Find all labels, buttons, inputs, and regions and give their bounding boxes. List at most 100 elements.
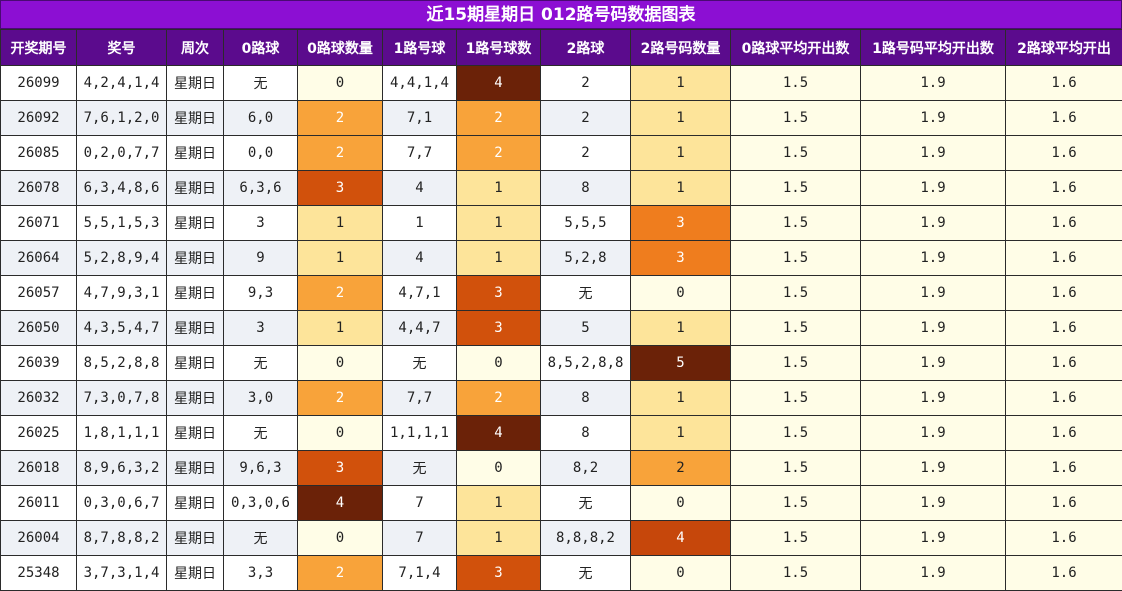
number-cell: 5,2,8,9,4	[76, 240, 167, 276]
table-row: 26078 6,3,4,8,6 星期日 6,3,6 3 4 1 8 1 1.5 1.9 1.6	[0, 170, 1122, 206]
route0-avg-cell: 1.5	[730, 310, 861, 346]
route1-count-cell: 2	[456, 135, 541, 171]
number-cell: 4,2,4,1,4	[76, 65, 167, 101]
column-header: 0路球	[223, 29, 298, 66]
route2-count-cell: 1	[630, 415, 731, 451]
issue-cell: 26050	[0, 310, 77, 346]
route2-cell: 5	[540, 310, 631, 346]
route2-avg-cell: 1.6	[1005, 520, 1122, 556]
route0-avg-cell: 1.5	[730, 170, 861, 206]
number-cell: 7,3,0,7,8	[76, 380, 167, 416]
issue-cell: 26099	[0, 65, 77, 101]
route0-cell: 无	[223, 345, 298, 381]
route2-count-cell: 3	[630, 205, 731, 241]
route0-avg-cell: 1.5	[730, 450, 861, 486]
route1-count-cell: 1	[456, 520, 541, 556]
table-row: 26004 8,7,8,8,2 星期日无 0 7 1 8,8,8,2 4 1.5 1.9 1.6	[0, 520, 1122, 556]
table-row: 26011 0,3,0,6,7 星期日 0,3,0,6 4 7 1 无 0 1.5 1.9 1.6	[0, 485, 1122, 521]
route2-avg-cell: 1.6	[1005, 240, 1122, 276]
table-row: 26092 7,6,1,2,0 星期日 6,0 2 7,1 2 2 1 1.5 1.9 1.6	[0, 100, 1122, 136]
column-header: 0路球平均开出数	[730, 29, 861, 66]
route0-cell: 无	[223, 520, 298, 556]
route2-avg-cell: 1.6	[1005, 555, 1122, 591]
issue-cell: 25348	[0, 555, 77, 591]
number-cell: 1,8,1,1,1	[76, 415, 167, 451]
route2-count-cell: 2	[630, 450, 731, 486]
route0-count-cell: 2	[297, 100, 383, 136]
route0-cell: 3	[223, 205, 298, 241]
number-cell: 7,6,1,2,0	[76, 100, 167, 136]
table-row: 26025 1,8,1,1,1 星期日无 0 1,1,1,1 4 8 1 1.5 1.9 1.6	[0, 415, 1122, 451]
route1-avg-cell: 1.9	[860, 520, 1006, 556]
route0-cell: 0,0	[223, 135, 298, 171]
route1-count-cell: 2	[456, 100, 541, 136]
column-header: 0路球数量	[297, 29, 383, 66]
week-cell: 星期日	[166, 345, 224, 381]
route0-count-cell: 0	[297, 415, 383, 451]
data-table: 开奖期号 奖号 周次 0路球 0路球数量 1路号球 1路号球数 2路球 2路号码数量 0路球平均开…	[0, 29, 1122, 591]
route2-cell: 8	[540, 170, 631, 206]
number-cell: 4,7,9,3,1	[76, 275, 167, 311]
number-cell: 4,3,5,4,7	[76, 310, 167, 346]
route1-count-cell: 4	[456, 415, 541, 451]
route2-cell: 无	[540, 555, 631, 591]
route1-count-cell: 2	[456, 380, 541, 416]
route1-avg-cell: 1.9	[860, 555, 1006, 591]
week-cell: 星期日	[166, 205, 224, 241]
route1-cell: 无	[382, 345, 457, 381]
issue-cell: 26071	[0, 205, 77, 241]
issue-cell: 26039	[0, 345, 77, 381]
number-cell: 0,2,0,7,7	[76, 135, 167, 171]
route1-cell: 无	[382, 450, 457, 486]
route2-avg-cell: 1.6	[1005, 380, 1122, 416]
number-cell: 8,5,2,8,8	[76, 345, 167, 381]
route0-count-cell: 1	[297, 205, 383, 241]
route2-cell: 8,8,8,2	[540, 520, 631, 556]
route1-cell: 7	[382, 520, 457, 556]
route0-count-cell: 2	[297, 380, 383, 416]
number-cell: 0,3,0,6,7	[76, 485, 167, 521]
column-header: 1路号码平均开出数	[860, 29, 1006, 66]
route2-count-cell: 1	[630, 100, 731, 136]
route0-cell: 9	[223, 240, 298, 276]
route0-avg-cell: 1.5	[730, 100, 861, 136]
route1-count-cell: 0	[456, 345, 541, 381]
route0-count-cell: 0	[297, 65, 383, 101]
route1-cell: 7,1	[382, 100, 457, 136]
column-header: 周次	[166, 29, 224, 66]
route0-avg-cell: 1.5	[730, 555, 861, 591]
issue-cell: 26004	[0, 520, 77, 556]
route0-avg-cell: 1.5	[730, 275, 861, 311]
route2-count-cell: 1	[630, 170, 731, 206]
issue-cell: 26057	[0, 275, 77, 311]
route1-cell: 1	[382, 205, 457, 241]
route2-avg-cell: 1.6	[1005, 205, 1122, 241]
table-row: 26050 4,3,5,4,7 星期日 3 1 4,4,7 3 5 1 1.5 1.9 1.6	[0, 310, 1122, 346]
week-cell: 星期日	[166, 380, 224, 416]
issue-cell: 26011	[0, 485, 77, 521]
route0-cell: 无	[223, 65, 298, 101]
route0-avg-cell: 1.5	[730, 520, 861, 556]
route1-cell: 7,1,4	[382, 555, 457, 591]
route1-count-cell: 3	[456, 275, 541, 311]
table-row: 26099 4,2,4,1,4 星期日无 0 4,4,1,4 4 2 1 1.5 1.9 1.6	[0, 65, 1122, 101]
route0-count-cell: 1	[297, 240, 383, 276]
route2-cell: 无	[540, 275, 631, 311]
column-header: 2路号码数量	[630, 29, 731, 66]
route1-count-cell: 1	[456, 205, 541, 241]
column-header: 奖号	[76, 29, 167, 66]
route1-count-cell: 1	[456, 170, 541, 206]
week-cell: 星期日	[166, 485, 224, 521]
route0-cell: 6,0	[223, 100, 298, 136]
week-cell: 星期日	[166, 135, 224, 171]
issue-cell: 26078	[0, 170, 77, 206]
number-cell: 6,3,4,8,6	[76, 170, 167, 206]
route2-avg-cell: 1.6	[1005, 310, 1122, 346]
route2-count-cell: 0	[630, 275, 731, 311]
route1-avg-cell: 1.9	[860, 240, 1006, 276]
route1-avg-cell: 1.9	[860, 310, 1006, 346]
route1-cell: 1,1,1,1	[382, 415, 457, 451]
route1-avg-cell: 1.9	[860, 100, 1006, 136]
route2-cell: 无	[540, 485, 631, 521]
